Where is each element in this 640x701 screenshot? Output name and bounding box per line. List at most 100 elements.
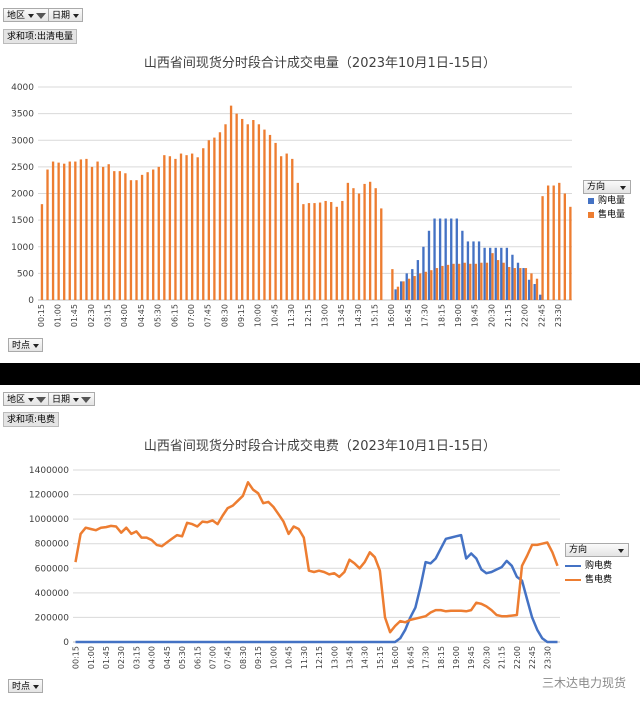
bar-buy	[433, 218, 436, 300]
bar-sell	[330, 202, 333, 300]
bar-sell	[152, 169, 155, 300]
bar-sell	[74, 161, 77, 300]
filter-icon	[36, 12, 47, 19]
bar-buy	[461, 230, 464, 300]
watermark: 三木达电力现货	[541, 676, 626, 690]
bar-buy	[416, 260, 420, 300]
bar-buy	[422, 246, 425, 300]
bar-sell	[491, 253, 494, 300]
x-tick-label: 22:00	[513, 646, 522, 669]
bar-buy	[466, 241, 470, 300]
bar-sell	[252, 120, 255, 300]
legend-direction-button[interactable]: 方向	[583, 180, 631, 194]
bar-sell	[569, 206, 572, 300]
legend-item-sell: 售电量	[583, 208, 631, 222]
bar-sell	[413, 276, 416, 300]
sum-field-label[interactable]: 求和项:电费	[3, 412, 60, 427]
x-tick-label: 02:30	[87, 304, 96, 327]
chevron-down-icon	[73, 397, 80, 402]
bar-buy	[505, 247, 509, 300]
bar-sell	[341, 200, 344, 300]
x-tick-label: 01:00	[53, 304, 62, 327]
bar-sell	[202, 148, 205, 300]
y-tick-label: 3000	[11, 136, 34, 146]
bar-sell	[118, 171, 121, 300]
bar-buy	[477, 241, 481, 300]
x-tick-label: 05:30	[154, 304, 163, 327]
swatch-buy	[588, 197, 594, 204]
bar-sell	[541, 196, 544, 300]
y-tick-label: 2000	[11, 190, 34, 200]
x-tick-label: 21:15	[504, 304, 513, 327]
x-tick-label: 10:00	[254, 304, 263, 327]
y-tick-label: 1400000	[29, 466, 69, 476]
x-tick-label: 02:30	[117, 646, 126, 669]
x-tick-label: 20:30	[482, 646, 491, 669]
bar-sell	[318, 202, 322, 300]
y-tick-label: 600000	[35, 564, 70, 574]
filter-date-button[interactable]: 日期	[48, 8, 84, 22]
bar-sell	[113, 171, 116, 300]
bar-sell	[279, 156, 283, 300]
filter-icon	[81, 396, 92, 403]
bar-buy	[500, 247, 503, 300]
x-tick-label: 13:00	[330, 646, 339, 669]
bar-sell	[452, 263, 455, 300]
bar-sell	[101, 166, 105, 300]
x-tick-label: 17:30	[421, 304, 430, 327]
bar-sell	[285, 153, 288, 300]
x-tick-label: 13:45	[337, 304, 346, 327]
legend-label-sell: 售电量	[598, 210, 626, 220]
x-tick-label: 01:45	[70, 304, 79, 327]
bar-sell	[229, 105, 233, 300]
time-field-button[interactable]: 时点	[8, 338, 44, 352]
x-tick-label: 16:00	[387, 304, 396, 327]
bar-sell	[530, 273, 533, 300]
x-tick-label: 07:00	[209, 646, 218, 669]
chevron-down-icon	[73, 13, 80, 18]
x-tick-label: 15:15	[376, 646, 385, 669]
bar-sell	[513, 268, 516, 300]
filter-date-label: 日期	[52, 11, 71, 21]
x-tick-label: 04:00	[120, 304, 129, 327]
y-tick-label: 200000	[35, 613, 70, 623]
filter-date-button[interactable]: 日期	[48, 392, 96, 406]
bar-sell	[163, 155, 166, 300]
bar-buy	[411, 269, 414, 300]
legend-direction-button[interactable]: 方向	[565, 543, 629, 557]
x-tick-label: 11:30	[300, 646, 309, 669]
bar-sell	[424, 271, 427, 300]
bar-sell	[241, 118, 244, 300]
bar-sell	[552, 185, 555, 300]
filter-date-label: 日期	[52, 395, 71, 405]
bar-sell	[457, 263, 461, 300]
bar-sell	[207, 140, 210, 300]
bar-buy	[394, 289, 397, 300]
bar-sell	[313, 203, 316, 300]
bar-sell	[357, 193, 361, 300]
x-tick-label: 12:15	[304, 304, 313, 327]
bar-buy	[539, 294, 542, 300]
x-tick-label: 22:45	[528, 646, 537, 669]
bar-sell	[96, 161, 99, 300]
bar-sell	[246, 124, 249, 301]
bar-chart-svg: 山西省间现货分时段合计成交电量（2023年10月1日-15日） 0 500 1000…	[11, 55, 572, 327]
y-tick-label: 800000	[35, 540, 70, 550]
bar-sell	[441, 265, 444, 300]
bar-sell	[146, 172, 149, 300]
bar-buy	[516, 262, 520, 300]
time-field-label: 时点	[12, 341, 31, 351]
legend-label-sell: 售电费	[585, 575, 613, 585]
bar-sell	[480, 262, 483, 300]
x-tick-label: 08:30	[220, 304, 229, 327]
x-tick-label: 01:00	[87, 646, 96, 669]
x-tick-label: 08:30	[239, 646, 248, 669]
x-tick-label: 15:15	[371, 304, 380, 327]
bar-buy	[489, 247, 492, 300]
x-tick-label: 23:30	[554, 304, 563, 327]
sum-field-label[interactable]: 求和项:出清电量	[3, 29, 78, 44]
legend-label-buy: 购电费	[585, 561, 613, 571]
x-tick-label: 18:15	[437, 646, 446, 669]
bar-sell	[419, 273, 422, 300]
time-field-button[interactable]: 时点	[8, 679, 44, 693]
